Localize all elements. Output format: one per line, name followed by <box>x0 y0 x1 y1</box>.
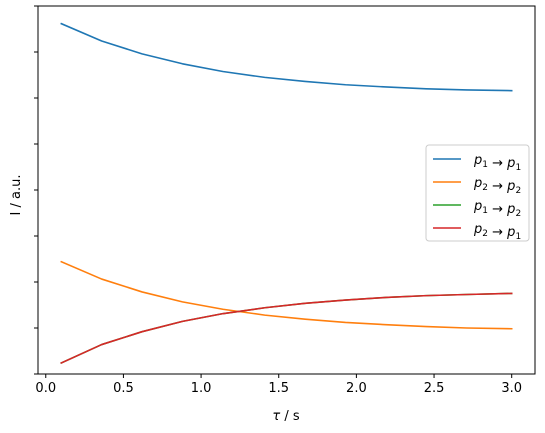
series-layer <box>60 22 513 365</box>
legend-items: p1 → p1 p2 → p2 p1 → p2 p2 → p1 <box>433 153 521 242</box>
y-axis-label: I / a.u. <box>9 175 24 216</box>
series-line-p2-to-p2 <box>60 260 513 330</box>
x-tick-label: 1.0 <box>191 381 212 396</box>
x-axis-label: τ / s <box>272 409 299 424</box>
legend-label: p1 → p1 <box>473 153 521 173</box>
x-tick-label: 3.0 <box>501 381 522 396</box>
legend: p1 → p1 p2 → p2 p1 → p2 p2 → p1 <box>425 144 530 242</box>
series-line-p1-to-p1 <box>60 22 513 92</box>
x-tick-label: 2.0 <box>346 381 367 396</box>
x-tick-label: 1.5 <box>268 381 289 396</box>
series-line-p2-to-p1-reverse <box>60 292 513 365</box>
legend-label: p2 → p2 <box>473 176 521 196</box>
x-tick-label: 0.0 <box>35 381 56 396</box>
x-tick-label: 2.5 <box>424 381 445 396</box>
y-tick-layer <box>34 5 38 375</box>
x-tick-layer: 0.0 0.5 1.0 1.5 2.0 2.5 3.0 <box>35 374 522 396</box>
legend-label: p1 → p2 <box>473 199 521 219</box>
x-axis-label-unit: / s <box>280 409 300 424</box>
x-tick-label: 0.5 <box>113 381 134 396</box>
x-axis-label-symbol: τ <box>272 409 280 424</box>
legend-label: p2 → p1 <box>473 222 521 242</box>
legend-box <box>425 144 530 242</box>
